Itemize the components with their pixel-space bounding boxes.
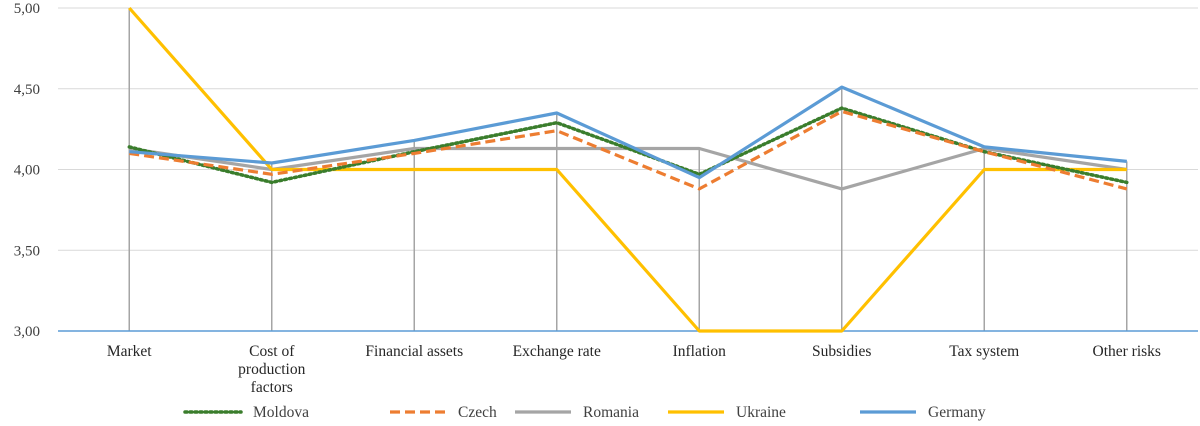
x-tick-label: Financial assets [365, 343, 463, 360]
x-tick-label: Exchange rate [513, 343, 601, 360]
y-tick-label: 3,50 [14, 243, 40, 259]
y-tick-label: 5,00 [14, 1, 40, 17]
x-tick-label: Cost of production factors [238, 343, 305, 396]
legend-label: Czech [458, 404, 497, 421]
x-tick-label: Market [107, 343, 152, 360]
y-axis: 3,00 3,50 4,00 4,50 5,00 [14, 1, 40, 340]
x-tick-label: Other risks [1093, 343, 1161, 360]
legend-label: Ukraine [736, 404, 786, 421]
y-tick-label: 4,50 [14, 82, 40, 98]
legend-label: Germany [928, 404, 986, 421]
x-tick-label: Inflation [673, 343, 727, 360]
gridlines [58, 7, 1198, 251]
series-line-germany [129, 85, 1127, 180]
drop-lines [128, 8, 1128, 331]
series-line-czech [129, 109, 1128, 191]
legend-label: Romania [583, 404, 639, 421]
series-lines [127, 6, 1129, 333]
x-tick-label: Tax system [949, 343, 1019, 360]
x-tick-label: Subsidies [812, 343, 871, 360]
y-tick-label: 4,00 [14, 163, 40, 179]
legend-label: Moldova [253, 404, 309, 421]
x-axis: Market Cost of production factors Financial … [58, 330, 1198, 396]
legend: Moldova Czech Romania Ukraine Germany [183, 404, 986, 421]
y-tick-label: 3,00 [14, 324, 40, 340]
